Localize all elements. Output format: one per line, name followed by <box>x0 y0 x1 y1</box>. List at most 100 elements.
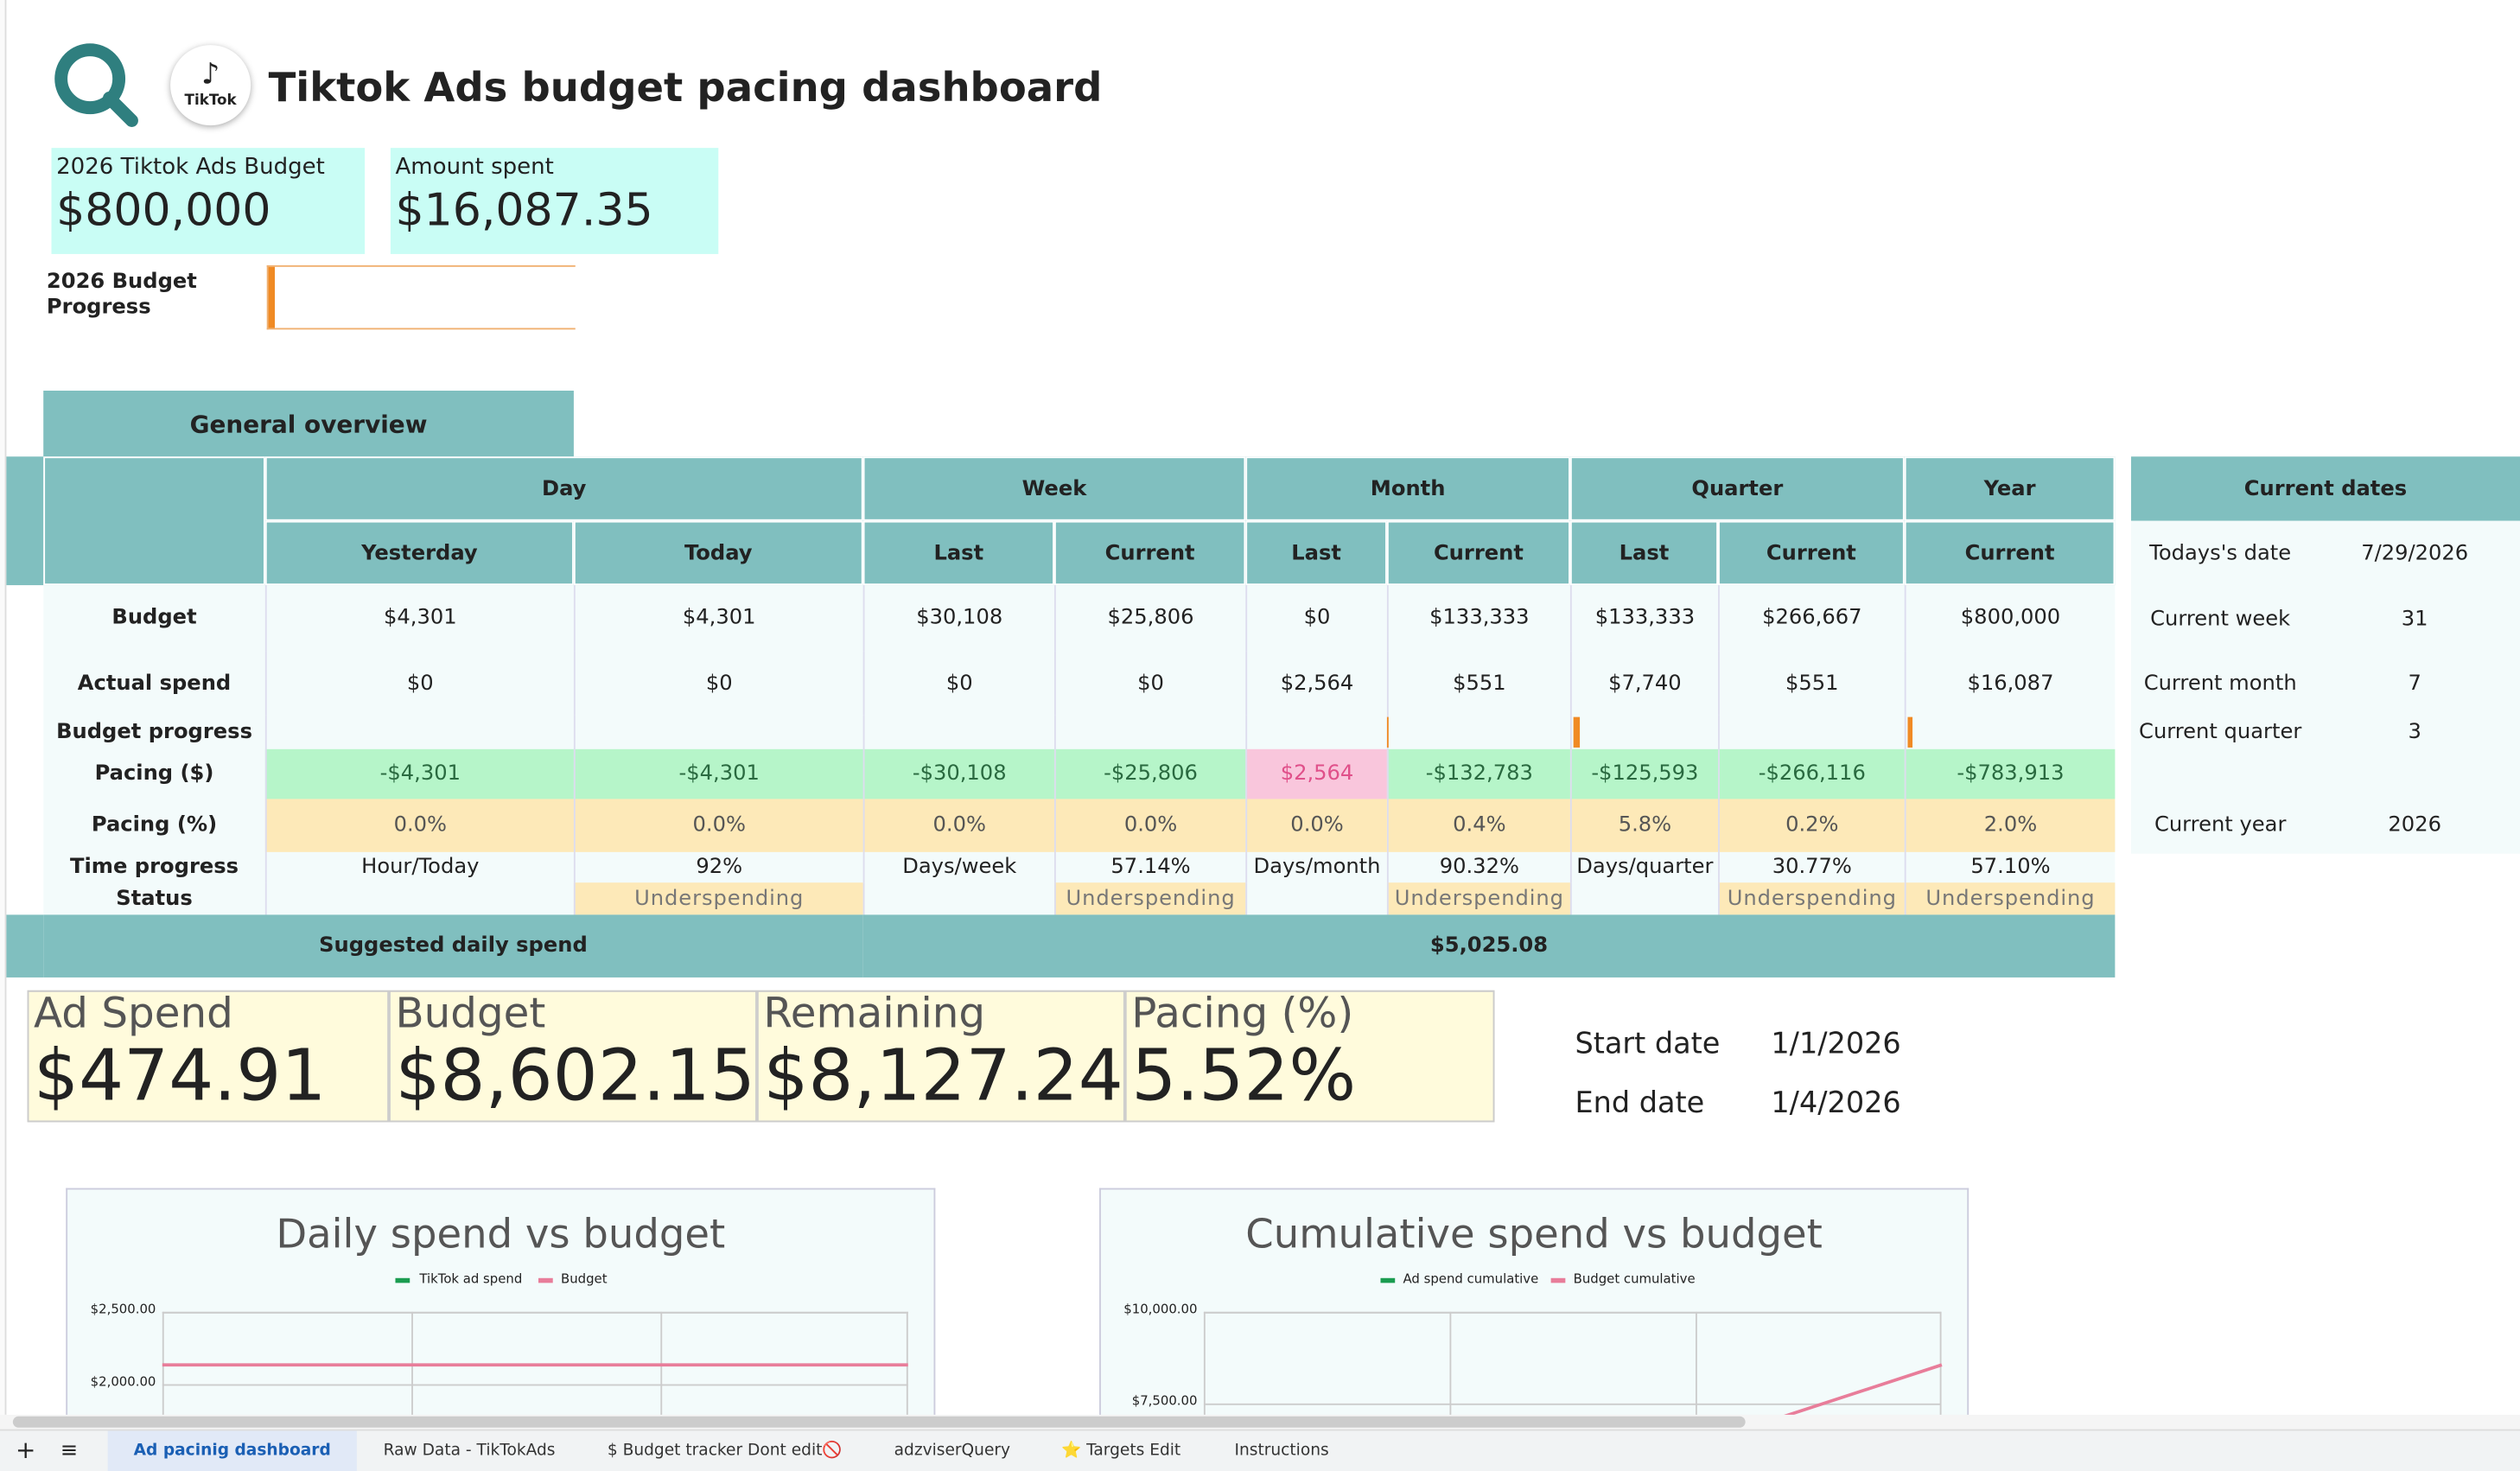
legend-swatch <box>538 1277 553 1283</box>
summary-card <box>27 990 390 1123</box>
table-cell[interactable]: Underspending <box>1386 882 1570 915</box>
table-cell[interactable]: -$783,913 <box>1904 748 2116 799</box>
sub-header: Today <box>573 520 863 586</box>
table-cell[interactable]: -$266,116 <box>1718 748 1905 799</box>
table-cell[interactable] <box>1386 715 1570 749</box>
tab-bar[interactable] <box>0 1429 2520 1471</box>
section-title: General overview <box>43 391 574 457</box>
suggested-value: $5,025.08 <box>862 914 2116 977</box>
y-tick-label: $10,000.00 <box>1123 1302 1198 1317</box>
group-header: Year <box>1904 456 2116 521</box>
table-cell[interactable]: 5.8% <box>1569 799 1719 852</box>
table-cell[interactable]: $0 <box>264 651 574 716</box>
table-cell[interactable]: 2.0% <box>1904 799 2116 852</box>
table-cell[interactable] <box>1904 715 2116 749</box>
table-cell[interactable]: -$4,301 <box>573 748 863 799</box>
sheet-menu-tab[interactable]: ≡ <box>60 1437 79 1462</box>
table-cell[interactable]: $0 <box>1053 651 1245 716</box>
date-value: 7/29/2026 <box>2361 540 2469 565</box>
sheet-tab[interactable]: Ad pacinig dashboard <box>107 1430 357 1471</box>
dates-title: Current dates <box>2130 456 2520 521</box>
sub-header: Current <box>1053 520 1246 586</box>
progress-bar <box>266 264 576 330</box>
table-cell[interactable] <box>573 715 863 749</box>
table-cell[interactable]: $25,806 <box>1053 585 1245 652</box>
table-cell[interactable] <box>1569 715 1718 749</box>
table-cell[interactable]: 0.4% <box>1386 799 1570 852</box>
table-cell[interactable] <box>264 715 574 749</box>
date-range-label: End date <box>1575 1086 1705 1121</box>
table-cell[interactable]: 92% <box>573 851 863 883</box>
table-cell[interactable]: 0.0% <box>862 799 1054 852</box>
table-cell[interactable]: -$132,783 <box>1386 748 1570 799</box>
table-cell[interactable]: 0.0% <box>573 799 863 852</box>
table-cell[interactable]: $0 <box>1245 585 1387 652</box>
summary-label: Remaining <box>763 990 986 1039</box>
table-cell[interactable]: $2,564 <box>1245 651 1387 716</box>
table-cell[interactable]: $7,740 <box>1569 651 1718 716</box>
header-cell <box>43 456 265 586</box>
table-cell[interactable]: -$125,593 <box>1569 748 1719 799</box>
sheet-tab[interactable]: Instructions <box>1234 1442 1329 1460</box>
table-cell[interactable]: -$30,108 <box>862 748 1054 799</box>
table-cell[interactable]: -$25,806 <box>1053 748 1246 799</box>
date-value: 31 <box>2401 607 2428 632</box>
table-cell[interactable] <box>264 882 574 915</box>
table-cell[interactable] <box>862 882 1054 915</box>
sheet-tab[interactable]: $ Budget tracker Dont edit🚫 <box>607 1442 843 1460</box>
table-cell[interactable]: $4,301 <box>573 585 863 652</box>
table-cell[interactable]: Days/week <box>862 851 1054 883</box>
row-gutter <box>0 0 7 1415</box>
table-cell[interactable]: Days/month <box>1245 851 1387 883</box>
table-cell[interactable]: $133,333 <box>1386 585 1570 652</box>
table-cell[interactable]: Underspending <box>1053 882 1246 915</box>
sheet-tab[interactable]: Raw Data - TikTokAds <box>383 1442 556 1460</box>
grid-line <box>1203 1311 1942 1314</box>
table-cell[interactable]: 0.0% <box>1245 799 1387 852</box>
table-cell[interactable]: 57.10% <box>1904 851 2116 883</box>
table-cell[interactable]: $2,564 <box>1245 748 1387 799</box>
table-cell[interactable]: $551 <box>1386 651 1570 716</box>
table-cell[interactable]: 90.32% <box>1386 851 1570 883</box>
table-cell[interactable]: $266,667 <box>1718 585 1905 652</box>
date-picker: 1/4/2026 <box>1771 1086 1901 1121</box>
table-cell[interactable]: $800,000 <box>1904 585 2116 652</box>
sub-header: Current <box>1718 520 1905 586</box>
table-cell[interactable] <box>1053 715 1245 749</box>
table-cell[interactable]: Days/quarter <box>1569 851 1718 883</box>
row-label: Pacing (%) <box>91 813 218 838</box>
table-cell[interactable]: 30.77% <box>1718 851 1905 883</box>
table-cell[interactable]: 0.0% <box>264 799 574 852</box>
table-stripe[interactable] <box>6 914 44 977</box>
table-cell[interactable] <box>1569 882 1718 915</box>
table-cell[interactable] <box>1718 715 1905 749</box>
table-cell[interactable]: $30,108 <box>862 585 1054 652</box>
grid-line <box>660 1311 663 1430</box>
date-value: 2026 <box>2388 812 2441 837</box>
table-cell[interactable]: $0 <box>573 651 863 716</box>
table-stripe[interactable] <box>6 456 44 586</box>
table-cell[interactable]: 0.2% <box>1718 799 1905 852</box>
sub-header: Current <box>1904 520 2116 586</box>
add-sheet-tab[interactable]: + <box>16 1436 36 1465</box>
grid-line <box>1203 1403 1942 1405</box>
table-cell[interactable]: Underspending <box>573 882 863 915</box>
table-cell[interactable]: -$4,301 <box>264 748 574 799</box>
sheet-tab[interactable]: adzviserQuery <box>894 1442 1011 1460</box>
table-cell[interactable]: $0 <box>862 651 1054 716</box>
table-cell[interactable]: Underspending <box>1904 882 2116 915</box>
sheet-tab[interactable]: ⭐ Targets Edit <box>1061 1442 1181 1460</box>
table-cell[interactable]: Hour/Today <box>264 851 574 883</box>
group-header: Week <box>862 456 1246 521</box>
progress-label: 2026 Budget Progress <box>46 270 197 321</box>
table-cell[interactable]: $4,301 <box>264 585 574 652</box>
table-cell[interactable] <box>862 715 1054 749</box>
table-cell[interactable]: 57.14% <box>1053 851 1245 883</box>
table-cell[interactable] <box>1245 715 1387 749</box>
table-cell[interactable]: $133,333 <box>1569 585 1718 652</box>
table-cell[interactable]: $551 <box>1718 651 1905 716</box>
table-cell[interactable]: $16,087 <box>1904 651 2116 716</box>
table-cell[interactable]: 0.0% <box>1053 799 1246 852</box>
table-cell[interactable] <box>1245 882 1387 915</box>
table-cell[interactable]: Underspending <box>1718 882 1905 915</box>
